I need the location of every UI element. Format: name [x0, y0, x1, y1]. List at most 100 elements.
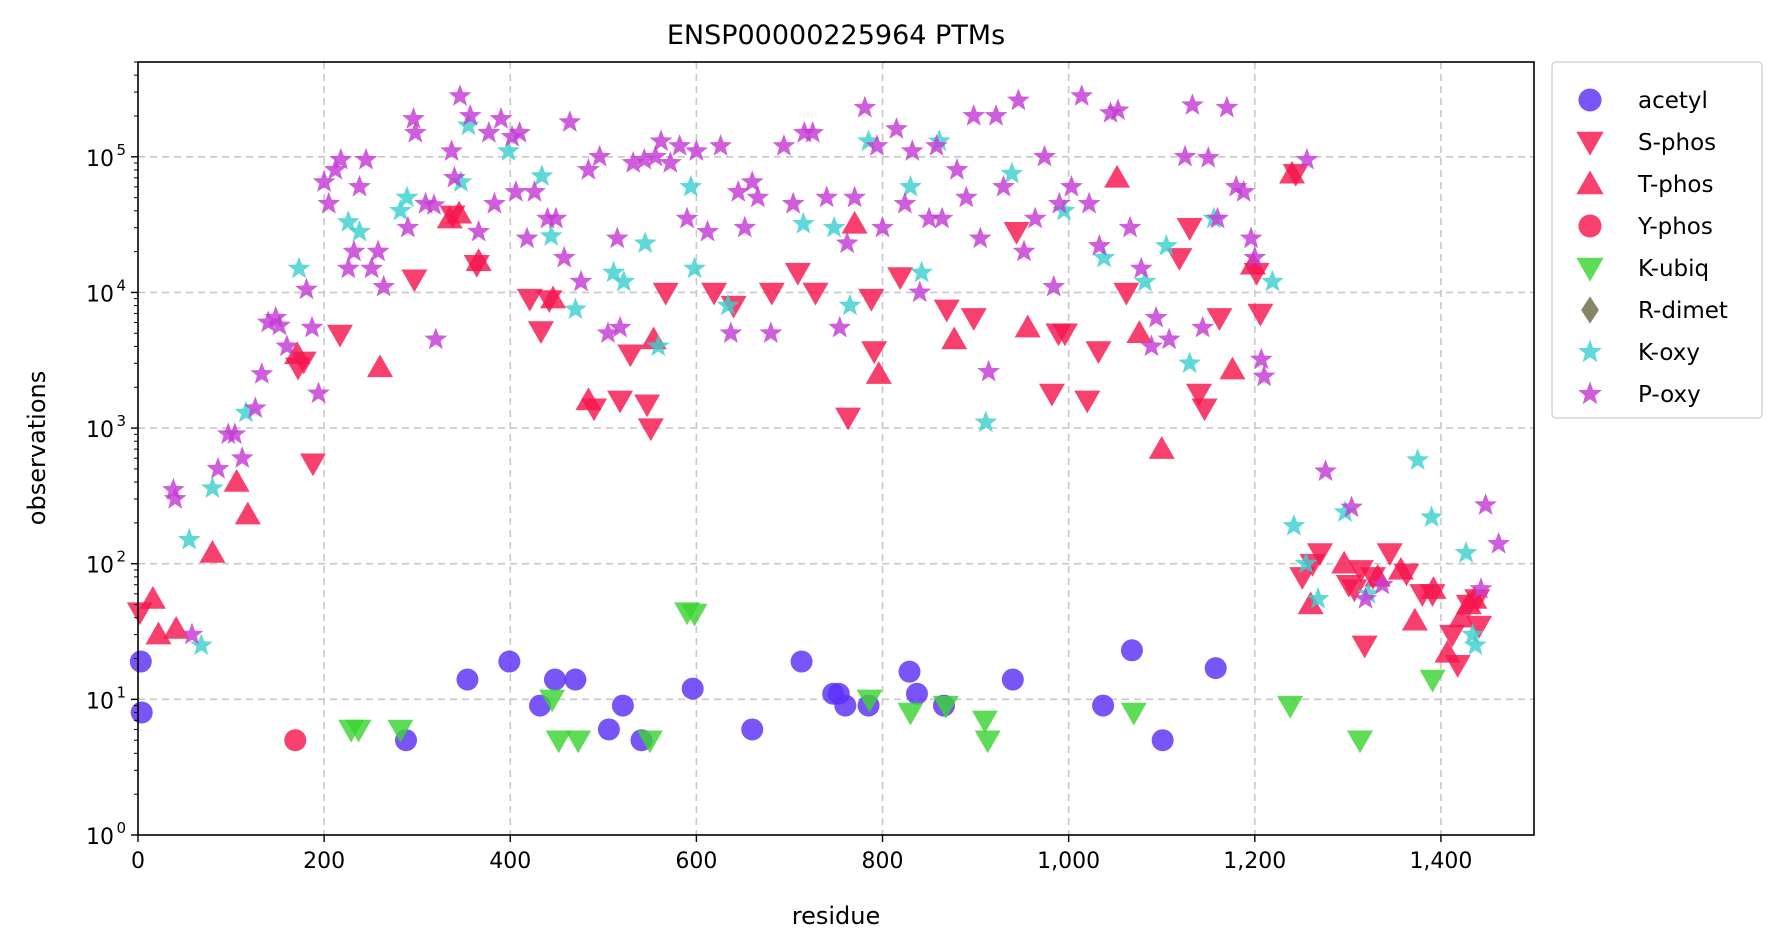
P-oxy-point: [644, 144, 667, 167]
P-oxy-point: [1469, 577, 1493, 599]
K-oxy-point: [1356, 581, 1380, 604]
T-phos-point: [1219, 356, 1246, 380]
y-tick-exponent: 0: [116, 819, 126, 837]
K-oxy-point: [1155, 234, 1178, 256]
T-phos-point: [446, 200, 473, 224]
P-oxy-point: [954, 185, 978, 208]
P-oxy-point: [740, 170, 764, 192]
S-phos-point: [1466, 615, 1493, 639]
y-tick-label: 10: [86, 147, 114, 172]
K-oxy-point: [1000, 161, 1024, 184]
legend-marker-K-oxy: [1578, 339, 1602, 363]
P-oxy-point: [300, 315, 324, 338]
P-oxy-point: [885, 117, 908, 139]
T-phos-point: [1014, 314, 1041, 338]
P-oxy-point: [1042, 274, 1066, 297]
P-oxy-point: [984, 104, 1008, 126]
S-phos-point: [758, 282, 785, 306]
P-oxy-point: [900, 139, 924, 161]
P-oxy-point: [1340, 495, 1363, 518]
acetyl-point: [130, 701, 153, 724]
T-phos-point: [163, 616, 190, 639]
S-phos-point: [1341, 579, 1368, 603]
P-oxy-point: [440, 139, 463, 161]
P-oxy-point: [865, 134, 889, 156]
P-oxy-point: [1224, 174, 1248, 197]
y-tick-exponent: 3: [116, 412, 126, 430]
K-oxy-point: [1333, 500, 1357, 522]
K-oxy-point: [1282, 513, 1306, 536]
P-oxy-point: [685, 139, 708, 161]
P-oxy-point: [621, 151, 645, 173]
y-tick-label: 10: [86, 554, 114, 579]
K-oxy-point: [612, 269, 636, 292]
acetyl-point: [898, 660, 921, 683]
data-points: [126, 84, 1510, 754]
K-oxy-point: [1454, 541, 1478, 563]
K-ubiq-point: [387, 719, 414, 743]
T-phos-point: [841, 210, 868, 234]
legend-marker-acetyl: [1578, 88, 1602, 112]
P-oxy-point: [977, 359, 1000, 382]
K-ubiq-point: [897, 702, 924, 726]
K-ubiq-point: [565, 730, 592, 754]
K-oxy-point: [1406, 448, 1430, 470]
K-ubiq-point: [1346, 730, 1373, 754]
acetyl-point: [1204, 657, 1227, 680]
P-oxy-point: [733, 215, 757, 238]
P-oxy-point: [223, 422, 247, 444]
T-phos-point: [223, 469, 250, 492]
K-oxy-point: [822, 215, 846, 238]
y-tick-label: 10: [86, 282, 114, 307]
S-phos-point: [1074, 390, 1101, 414]
P-oxy-point: [467, 219, 490, 242]
P-oxy-point: [759, 321, 783, 343]
P-oxy-point: [402, 107, 425, 129]
P-oxy-point: [360, 256, 383, 279]
P-oxy-point: [696, 219, 719, 242]
S-phos-point: [784, 262, 811, 286]
P-oxy-point: [342, 239, 366, 262]
acetyl-point: [543, 668, 566, 691]
P-oxy-point: [1314, 459, 1337, 481]
S-phos-point: [1191, 398, 1218, 422]
S-phos-point: [701, 282, 728, 306]
K-ubiq-point: [539, 689, 566, 713]
P-oxy-point: [1060, 174, 1083, 197]
y-tick-label: 10: [86, 825, 114, 850]
P-oxy-point: [504, 180, 528, 202]
K-oxy-point: [1420, 505, 1443, 527]
P-oxy-point: [206, 456, 230, 479]
S-phos-point: [1306, 543, 1333, 566]
P-oxy-point: [458, 104, 482, 126]
S-phos-point: [1347, 560, 1374, 583]
P-oxy-point: [1252, 364, 1276, 387]
P-oxy-point: [162, 477, 185, 500]
Y-phos-point: [284, 729, 307, 752]
T-phos-point: [1331, 550, 1358, 574]
K-oxy-point: [1133, 269, 1157, 292]
K-oxy-point: [1306, 586, 1330, 609]
P-oxy-point: [329, 147, 353, 170]
P-oxy-point: [1129, 256, 1153, 279]
legend-label: acetyl: [1638, 88, 1708, 114]
S-phos-point: [1003, 222, 1030, 245]
S-phos-point: [1439, 624, 1466, 648]
legend-marker-Y-phos: [1578, 214, 1602, 238]
P-oxy-point: [668, 134, 692, 156]
P-oxy-point: [1140, 334, 1163, 357]
S-phos-point: [835, 407, 862, 431]
P-oxy-point: [719, 321, 743, 343]
T-phos-point: [139, 585, 166, 609]
P-oxy-point: [726, 180, 750, 202]
x-tick-label: 1,200: [1223, 849, 1286, 874]
T-phos-point: [1279, 160, 1306, 184]
K-oxy-point: [838, 293, 862, 316]
acetyl-point: [905, 682, 928, 705]
legend-marker-P-oxy: [1578, 381, 1602, 405]
P-oxy-point: [256, 310, 280, 333]
P-oxy-point: [536, 206, 559, 229]
legend: acetyl S-phos T-phos Y-phos K-ubiq R-dimet K-o…: [1551, 61, 1763, 419]
P-oxy-point: [483, 191, 506, 214]
S-phos-point: [1185, 383, 1212, 407]
